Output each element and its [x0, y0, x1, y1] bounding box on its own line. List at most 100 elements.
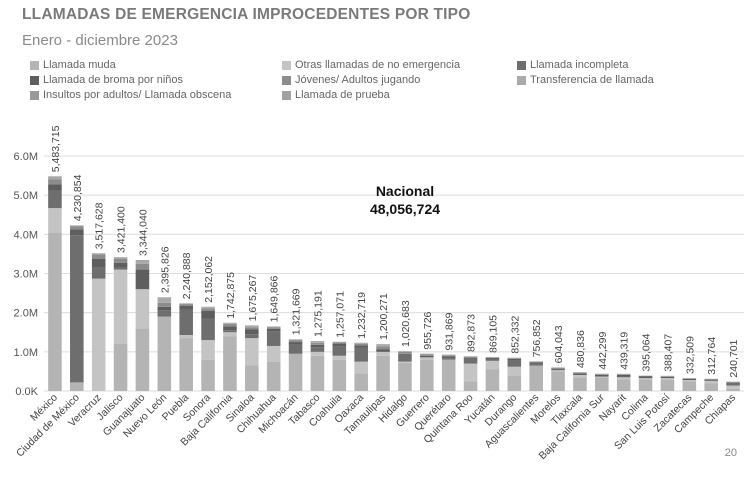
bar-segment: [616, 377, 631, 380]
bar-segment: [48, 176, 62, 177]
bar-segment: [332, 342, 347, 344]
bar-segment: [179, 334, 193, 339]
bar-segment: [113, 259, 128, 263]
bar-segment: [179, 309, 193, 335]
bar-segment: [551, 367, 565, 369]
bar-segment: [507, 358, 522, 359]
page-number: 20: [724, 447, 737, 459]
bar-segment: [135, 328, 150, 391]
bar-segment: [70, 235, 84, 383]
legend-item-incompleta: Llamada incompleta: [517, 59, 628, 71]
bar-segment: [354, 361, 368, 374]
legend-item-otras: Otras llamadas de no emergencia: [282, 59, 460, 71]
bar-segment: [48, 184, 62, 191]
value-label: 1,649,866: [269, 276, 281, 323]
bar-segment: [682, 378, 697, 379]
bar-segment: [616, 379, 631, 391]
y-tick-label: 2.0M: [14, 308, 38, 320]
bar-segment: [529, 361, 543, 363]
bar-segment: [245, 326, 259, 328]
bar-segment: [135, 289, 150, 329]
value-label: 388,407: [662, 334, 674, 372]
y-tick-label: 1.0M: [14, 347, 38, 359]
y-tick-label: 5.0M: [14, 190, 38, 202]
chart-title: LLAMADAS DE EMERGENCIA IMPROCEDENTES POR…: [22, 6, 471, 23]
bar-segment: [201, 359, 215, 391]
legend-swatch: [282, 60, 291, 70]
bar-segment: [638, 375, 653, 377]
bar-segment: [201, 340, 215, 360]
bar-segment: [704, 383, 718, 391]
value-label: 1,275,191: [312, 290, 324, 337]
bar-segment: [113, 269, 128, 344]
bar-segment: [310, 344, 325, 348]
bar-segment: [179, 306, 193, 310]
bar-segment: [266, 361, 281, 391]
value-label: 439,319: [619, 332, 631, 370]
bar-segment: [595, 376, 609, 378]
bar-segment: [638, 376, 653, 379]
bar-segment: [398, 351, 412, 354]
bar-segment: [529, 362, 543, 364]
value-label: 892,873: [466, 314, 478, 352]
bar-segment: [463, 381, 478, 391]
bar-segment: [310, 341, 325, 343]
bar-segment: [616, 374, 631, 377]
legend-label: Llamada de prueba: [295, 89, 390, 101]
legend-swatch: [517, 60, 526, 70]
bar-segment: [70, 226, 84, 230]
value-label: 1,321,669: [291, 288, 303, 335]
bar-segment: [201, 307, 215, 309]
bar-segment: [704, 380, 718, 384]
legend-label: Transferencia de llamada: [530, 74, 654, 86]
bar-segment: [529, 365, 543, 391]
value-label: 2,240,888: [181, 252, 193, 299]
bar-segment: [245, 334, 259, 339]
bar-segment: [157, 316, 172, 391]
value-label: 1,742,875: [225, 272, 237, 319]
value-label: 756,852: [531, 319, 543, 357]
bar-segment: [223, 332, 237, 337]
bar-segment: [179, 338, 193, 391]
bar-segment: [245, 329, 259, 335]
y-tick-label: 4.0M: [14, 229, 38, 241]
bar-segment: [354, 344, 368, 346]
bar-segment: [91, 267, 106, 279]
bar-segment: [310, 347, 325, 352]
bar-segment: [245, 325, 259, 327]
bar-segment: [91, 253, 106, 255]
bar-segment: [420, 359, 434, 391]
bar-segment: [726, 382, 740, 386]
bar-segment: [441, 359, 456, 391]
bar-segment: [135, 269, 150, 290]
bar-segment: [70, 382, 84, 391]
bar-segment: [288, 340, 303, 343]
value-label: 955,726: [422, 311, 434, 349]
bar-segment: [441, 358, 456, 360]
legend-label: Jóvenes/ Adultos jugando: [295, 74, 421, 86]
bar-segment: [354, 347, 368, 362]
value-label: 3,344,040: [137, 209, 149, 256]
bar-segment: [376, 355, 390, 391]
bar-segment: [179, 304, 193, 307]
value-label: 395,064: [641, 333, 653, 371]
legend-item-broma: Llamada de broma por niños: [30, 74, 183, 86]
bar-segment: [157, 302, 172, 307]
bar-segment: [48, 232, 62, 391]
legend-swatch: [30, 60, 39, 70]
legend-label: Llamada incompleta: [530, 59, 629, 71]
bar-segment: [507, 375, 522, 391]
bar-segment: [441, 356, 456, 359]
bar-segment: [376, 351, 390, 356]
legend-item-jovenes: Jóvenes/ Adultos jugando: [282, 74, 420, 86]
chart-legend: Llamada muda Otras llamadas de no emerge…: [20, 57, 740, 105]
bar-segment: [595, 374, 609, 377]
legend-swatch: [30, 90, 39, 100]
bar-segment: [616, 374, 631, 375]
bar-segment: [266, 345, 281, 362]
value-label: 869,105: [487, 315, 499, 353]
bar-segment: [332, 346, 347, 356]
bar-segment: [91, 254, 106, 260]
bar-segment: [573, 373, 587, 375]
bar-segment: [266, 327, 281, 329]
